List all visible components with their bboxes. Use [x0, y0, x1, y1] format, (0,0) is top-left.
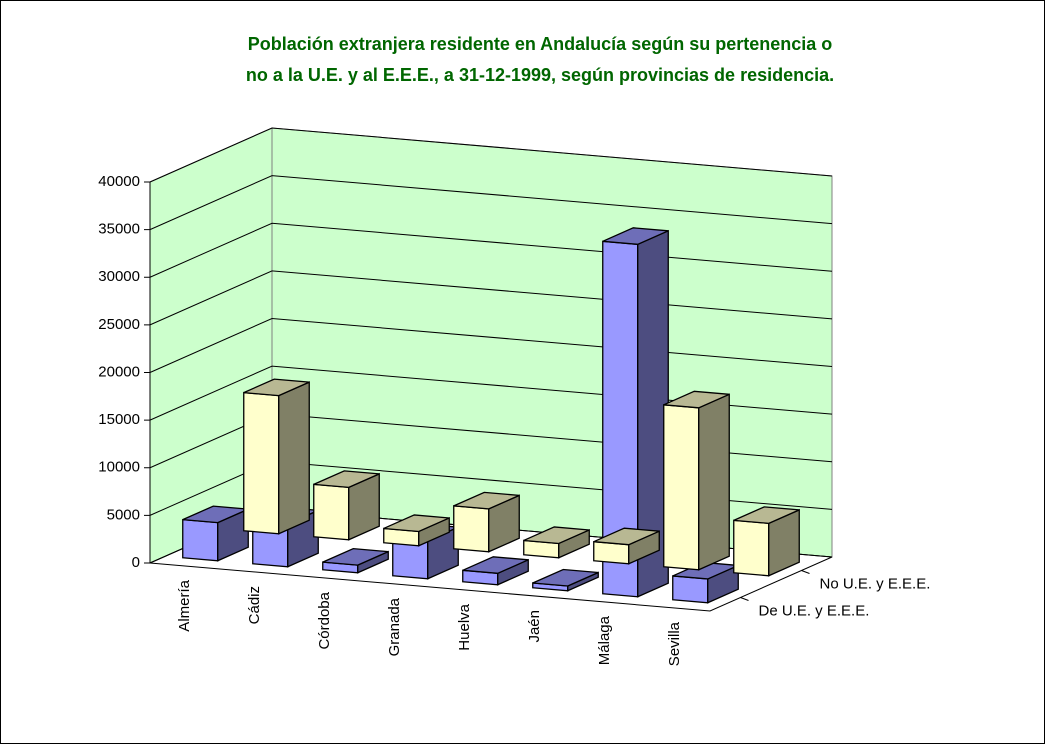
y-tick-label: 35000 — [98, 221, 140, 238]
bar — [733, 506, 800, 577]
y-tick-label: 5000 — [107, 506, 140, 523]
depth-tick — [801, 570, 810, 574]
x-tick-label: Cádiz — [246, 586, 263, 624]
bar-front — [243, 391, 280, 535]
bar-front — [733, 519, 770, 577]
x-tick-label: Jaén — [526, 610, 543, 643]
bar — [182, 505, 249, 562]
bar-front — [313, 483, 350, 541]
bar-front — [663, 404, 700, 571]
bar-top — [532, 568, 599, 587]
x-tick-label: Almería — [176, 579, 193, 631]
x-tick-label: Sevilla — [666, 621, 683, 666]
x-tick-label: Málaga — [596, 615, 613, 665]
bar-top — [523, 526, 590, 545]
legend-label: No U.E. y E.E.E. — [820, 575, 931, 592]
bar-top — [462, 556, 529, 574]
bar-front — [672, 575, 709, 604]
bar — [383, 514, 450, 547]
bar — [602, 227, 669, 598]
y-tick-label: 40000 — [98, 173, 140, 190]
x-tick-label: Córdoba — [316, 591, 333, 649]
y-tick-label: 25000 — [98, 316, 140, 333]
y-tick-label: 0 — [132, 554, 140, 571]
bar — [593, 527, 660, 565]
legend-label: De U.E. y E.E.E. — [759, 602, 870, 619]
chart-title: Población extranjera residente en Andalu… — [248, 34, 833, 54]
y-tick-label: 10000 — [98, 459, 140, 476]
bar-front — [593, 540, 630, 565]
y-tick-label: 20000 — [98, 363, 140, 380]
grid-line — [149, 175, 833, 231]
grid-line — [149, 127, 833, 183]
bar — [663, 390, 730, 571]
bar-top — [602, 227, 669, 245]
bar-front — [182, 518, 219, 562]
bar-top — [383, 514, 450, 533]
bar — [243, 378, 310, 535]
bar-top — [243, 378, 310, 397]
bar-top — [313, 470, 380, 489]
bar-top — [663, 390, 730, 409]
bar — [462, 556, 529, 586]
bar-front — [453, 505, 490, 553]
bar-top — [322, 547, 389, 566]
bar — [532, 568, 599, 592]
bar — [453, 491, 520, 553]
chart-title: no a la U.E. y al E.E.E., a 31-12-1999, … — [246, 65, 834, 85]
bar-top — [733, 506, 800, 525]
bar — [523, 526, 590, 559]
bar-top — [453, 491, 520, 510]
y-tick-label: 15000 — [98, 411, 140, 428]
bar-side — [698, 393, 730, 571]
y-tick-label: 30000 — [98, 268, 140, 285]
bar-top — [593, 527, 660, 546]
x-tick-label: Huelva — [456, 603, 473, 650]
depth-tick — [740, 597, 749, 601]
x-tick-label: Granada — [386, 597, 403, 656]
bar-side — [278, 381, 310, 535]
bar — [313, 470, 380, 541]
bar — [322, 547, 389, 574]
